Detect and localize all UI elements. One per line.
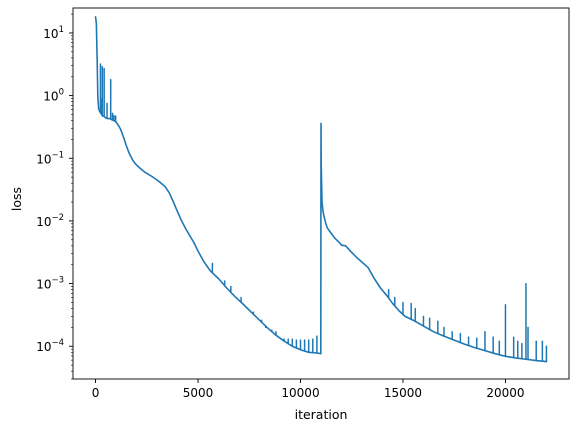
y-axis-label: loss xyxy=(9,187,24,211)
x-axis-label: iteration xyxy=(295,407,348,422)
axes: 0 5000 10000 15000 20000 10−4 10−3 10−2 10−1 100 1… xyxy=(36,7,570,400)
y-tick-label: 10−4 xyxy=(36,338,64,354)
loss-series-line xyxy=(94,16,548,363)
y-tick-label: 100 xyxy=(43,88,64,104)
y-tick-label: 10−2 xyxy=(36,213,64,229)
x-tick-label: 15000 xyxy=(384,386,422,400)
x-tick-label: 0 xyxy=(92,386,100,400)
y-tick-label: 10−3 xyxy=(36,276,64,292)
plot-area xyxy=(94,16,548,363)
y-tick-label: 10−1 xyxy=(36,150,64,166)
x-tick-label: 20000 xyxy=(486,386,524,400)
x-tick-label: 10000 xyxy=(281,386,319,400)
axes-frame xyxy=(72,7,570,380)
y-tick-label: 101 xyxy=(43,25,64,41)
x-tick-label: 5000 xyxy=(183,386,214,400)
